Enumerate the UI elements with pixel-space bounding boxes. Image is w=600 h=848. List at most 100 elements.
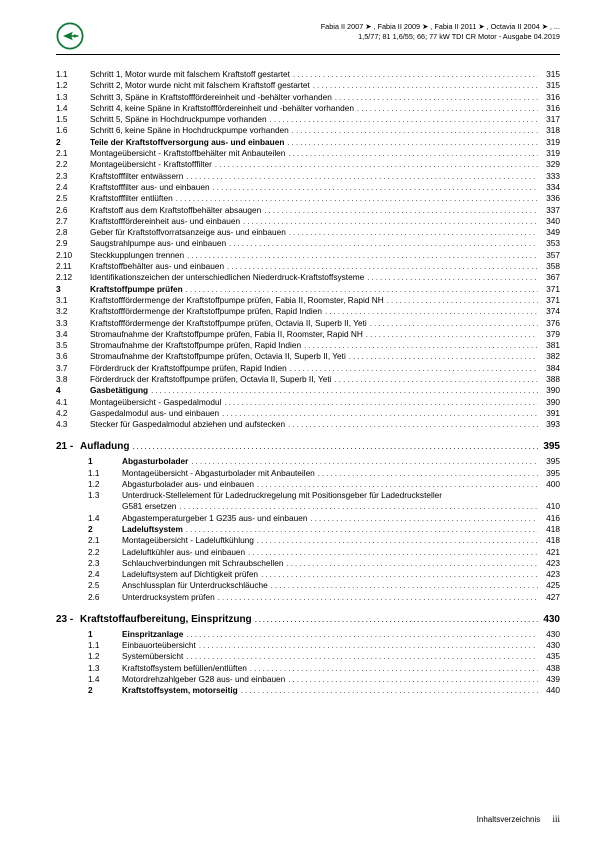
entry-title: Kraftstofffördermenge der Kraftstoffpump…: [90, 306, 322, 316]
toc-entry: 2.12Identifikationszeichen der unterschi…: [56, 272, 560, 282]
toc-entry: 3.1Kraftstofffördermenge der Kraftstoffp…: [56, 295, 560, 305]
entry-number: 2.1: [56, 148, 90, 158]
leader-dots: [184, 251, 538, 260]
entry-title: Kraftstoffbehälter aus- und einbauen: [90, 261, 224, 271]
entry-number: 1.1: [56, 69, 90, 79]
entry-number: 2.9: [56, 238, 90, 248]
entry-number: 2: [56, 137, 90, 147]
entry-page: 329: [538, 159, 560, 169]
entry-number: 2.5: [88, 580, 122, 590]
entry-page: 315: [538, 69, 560, 79]
entry-title: Stromaufnahme der Kraftstoffpumpe prüfen…: [90, 351, 346, 361]
leader-dots: [183, 172, 538, 181]
entry-number: 1.1: [88, 468, 122, 478]
toc-entry: 2.6Kraftstoff aus dem Kraftstoffbehälter…: [56, 205, 560, 215]
toc-entry: 2.5Kraftstofffilter entlüften336: [56, 193, 560, 203]
entry-number: 2: [88, 524, 122, 534]
chapter-title: Kraftstoffaufbereitung, Einspritzung: [80, 614, 252, 625]
entry-page: 410: [538, 501, 560, 511]
entry-number: 1.3: [88, 663, 122, 673]
toc-entry: 1Abgasturbolader395: [88, 456, 560, 466]
entry-title: Kraftstoffsystem befüllen/entlüften: [122, 663, 247, 673]
toc-entry: 2.1Montageübersicht - Kraftstoffbehälter…: [56, 148, 560, 158]
toc-entry: 2.2Montageübersicht - Kraftstofffilter 32…: [56, 159, 560, 169]
entry-page: 374: [538, 306, 560, 316]
entry-title: Ladeluftsystem: [122, 524, 183, 534]
leader-dots: [310, 81, 538, 90]
entry-number: 2: [88, 685, 122, 695]
entry-title: Kraftstofffilter aus- und einbauen: [90, 182, 210, 192]
leader-dots: [196, 641, 538, 650]
toc-entry: 1.4Schritt 4, keine Späne in Kraftstofff…: [56, 103, 560, 113]
entry-title: Kraftstofffilter entwässern: [90, 171, 183, 181]
entry-page: 358: [538, 261, 560, 271]
entry-title: Anschlussplan für Unterdruckschläuche: [122, 580, 268, 590]
toc-entry: 3.5Stromaufnahme der Kraftstoffpumpe prü…: [56, 340, 560, 350]
leader-dots: [261, 206, 538, 215]
toc-entry: 3.3Kraftstofffördermenge der Kraftstoffp…: [56, 318, 560, 328]
leader-dots: [183, 652, 538, 661]
entry-page: 418: [538, 535, 560, 545]
entry-number: 1.3: [88, 490, 122, 500]
entry-page: 337: [538, 205, 560, 215]
entry-title: Montageübersicht - Kraftstofffilter: [90, 159, 212, 169]
leader-dots: [354, 104, 538, 113]
entry-page: 391: [538, 408, 560, 418]
entry-title: Ladeluftkühler aus- und einbauen: [122, 547, 245, 557]
toc-entry: 1.3Schritt 3, Späne in Kraftstofffördere…: [56, 92, 560, 102]
entry-title: Abgasturbolader: [122, 456, 188, 466]
entry-page: 440: [538, 685, 560, 695]
entry-number: 1.4: [56, 103, 90, 113]
entry-title: Unterdruck-Stellelement für Ladedruckreg…: [122, 490, 442, 500]
toc-entry: 2.3Schlauchverbindungen mit Schraubschel…: [88, 558, 560, 568]
toc-entry: 2.4Ladeluftsystem auf Dichtigkeit prüfen…: [88, 569, 560, 579]
leader-dots: [332, 93, 538, 102]
leader-dots: [252, 614, 538, 624]
document-page: Fabia II 2007 ➤ , Fabia II 2009 ➤ , Fabi…: [0, 0, 600, 848]
entry-page: 393: [538, 419, 560, 429]
entry-number: 1.2: [88, 651, 122, 661]
entry-number: 2.4: [88, 569, 122, 579]
entry-title: Montageübersicht - Gaspedalmodul: [90, 397, 221, 407]
entry-number: 3.7: [56, 363, 90, 373]
entry-number: 1.4: [88, 674, 122, 684]
toc-entry: 1.5Schritt 5, Späne in Hochdruckpumpe vo…: [56, 114, 560, 124]
leader-dots: [183, 630, 538, 639]
entry-page: 316: [538, 103, 560, 113]
leader-dots: [240, 217, 538, 226]
entry-title: Stecker für Gaspedalmodul abziehen und a…: [90, 419, 285, 429]
entry-page: 390: [538, 397, 560, 407]
entry-title: Schritt 3, Späne in Kraftstofffördereinh…: [90, 92, 332, 102]
toc-entry: 2.9Saugstrahlpumpe aus- und einbauen353: [56, 238, 560, 248]
entry-number: 1.1: [88, 640, 122, 650]
entry-page: 340: [538, 216, 560, 226]
entry-page: 367: [538, 272, 560, 282]
entry-title: Kraftstofffördereinheit aus- und einbaue…: [90, 216, 240, 226]
entry-page: 334: [538, 182, 560, 192]
entry-number: 3: [56, 284, 90, 294]
entry-title: Stromaufnahme der Kraftstoffpumpe prüfen…: [90, 340, 301, 350]
entry-number: 2.6: [88, 592, 122, 602]
entry-title: G581 ersetzen: [122, 501, 176, 511]
entry-title: Systemübersicht: [122, 651, 183, 661]
toc-entry: 2Teile der Kraftstoffversorgung aus- und…: [56, 137, 560, 147]
entry-page: 390: [538, 385, 560, 395]
entry-page: 349: [538, 227, 560, 237]
toc-entry: 2.8Geber für Kraftstoffvorratsanzeige au…: [56, 227, 560, 237]
leader-dots: [301, 341, 538, 350]
toc-entry: 2Ladeluftsystem418: [88, 524, 560, 534]
entry-title: Kraftstoffpumpe prüfen: [90, 284, 183, 294]
toc-entry: 1.1Einbauorteübersicht430: [88, 640, 560, 650]
entry-number: 4.1: [56, 397, 90, 407]
leader-dots: [176, 502, 538, 511]
leader-dots: [283, 559, 538, 568]
chapter-number: 23 -: [56, 614, 80, 625]
toc-entry: 1.4Motordrehzahlgeber G28 aus- und einba…: [88, 674, 560, 684]
entry-title: Gaspedalmodul aus- und einbauen: [90, 408, 219, 418]
entry-title: Abgasturbolader aus- und einbauen: [122, 479, 254, 489]
footer-page-number: iii: [552, 814, 560, 824]
entry-number: 2.2: [56, 159, 90, 169]
entry-title: Schritt 2, Motor wurde nicht mit falsche…: [90, 80, 310, 90]
toc-entry: 3.2Kraftstofffördermenge der Kraftstoffp…: [56, 306, 560, 316]
page-footer: Inhaltsverzeichnis iii: [477, 814, 560, 824]
